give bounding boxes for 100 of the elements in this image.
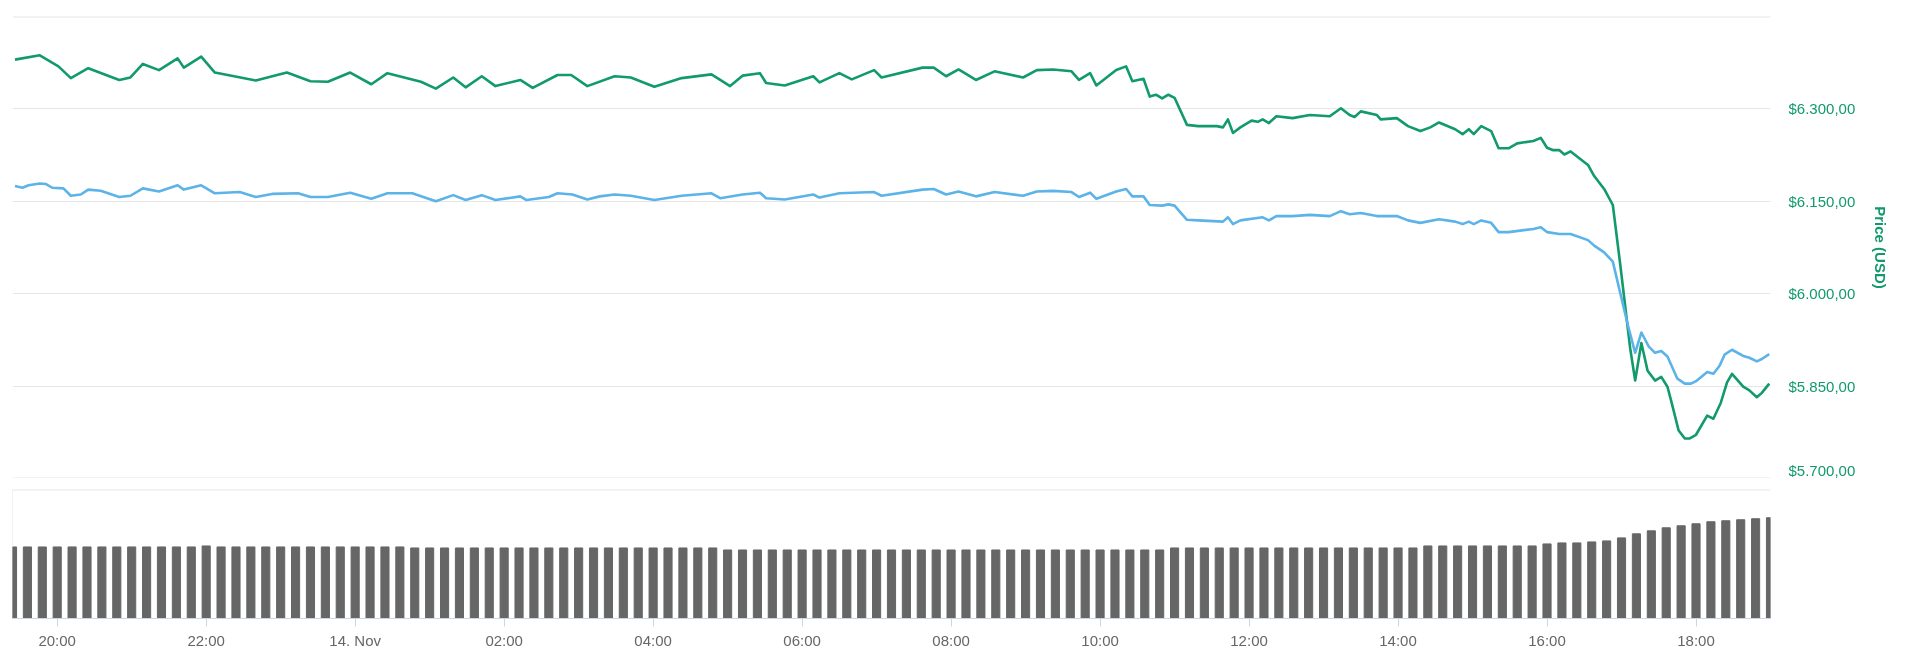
bar	[931, 549, 941, 619]
bar	[886, 549, 897, 619]
bar	[782, 549, 792, 619]
x-tick-label: 16:00	[1528, 631, 1566, 649]
bar	[37, 546, 47, 619]
y2-tick-label: $5.850,00	[1788, 377, 1856, 395]
bar	[1527, 545, 1537, 619]
x-tick-label: 08:00	[932, 631, 970, 649]
bar	[97, 546, 107, 619]
bar	[946, 549, 956, 619]
bar	[1140, 549, 1150, 619]
x-tick-label: 14. Nov	[329, 631, 382, 649]
bar	[1333, 547, 1344, 619]
bar	[976, 549, 986, 619]
bar	[1021, 549, 1031, 619]
bar	[1184, 547, 1195, 619]
bar	[1125, 549, 1135, 619]
bar	[588, 547, 599, 619]
bar	[708, 547, 718, 619]
y2-axis-title: Price (USD)	[1872, 206, 1890, 289]
bar	[991, 549, 1001, 619]
bar	[305, 546, 316, 619]
bar	[1035, 549, 1046, 619]
bar	[1751, 518, 1761, 619]
bar	[261, 546, 271, 619]
y2-tick-label: $6.300,00	[1788, 100, 1856, 118]
bar	[961, 549, 971, 619]
bar	[1080, 549, 1090, 619]
bar	[22, 546, 32, 619]
bar	[454, 547, 465, 619]
bar	[1512, 545, 1522, 619]
bar	[514, 547, 524, 619]
bar	[857, 549, 867, 619]
bar	[723, 549, 733, 619]
x-tick-label: 06:00	[783, 631, 821, 649]
x-tick-label: 14:00	[1379, 631, 1417, 649]
bar	[1497, 545, 1507, 619]
bar	[1721, 520, 1731, 619]
bar	[901, 549, 911, 619]
bar	[1050, 549, 1060, 619]
bar	[827, 549, 837, 619]
bar	[529, 547, 539, 619]
bar	[693, 547, 703, 619]
bar	[127, 546, 137, 619]
x-tick-label: 12:00	[1230, 631, 1268, 649]
y2-tick-label: $5.700,00	[1788, 461, 1856, 479]
bar	[1244, 547, 1254, 619]
bar	[603, 547, 613, 619]
bar	[1304, 547, 1314, 619]
bar	[1318, 547, 1329, 619]
bar	[1214, 547, 1224, 619]
bar	[1423, 545, 1433, 619]
bar	[156, 546, 167, 619]
bar	[52, 546, 62, 619]
bar	[618, 547, 628, 619]
bar	[872, 549, 882, 619]
bar	[678, 547, 688, 619]
bar	[1274, 547, 1284, 619]
bar	[395, 546, 405, 619]
bar	[1170, 547, 1180, 619]
bar	[1572, 542, 1582, 619]
bar	[231, 546, 241, 619]
bar	[1348, 547, 1358, 619]
bar	[1631, 533, 1641, 619]
bar	[1736, 519, 1746, 619]
bar	[380, 546, 390, 619]
bar	[276, 546, 286, 619]
bar	[1482, 545, 1492, 619]
bar	[1259, 547, 1269, 619]
bar	[186, 546, 196, 619]
bar	[1587, 541, 1597, 619]
bar	[842, 549, 852, 619]
bar	[1706, 521, 1716, 619]
bar	[499, 547, 509, 619]
bar	[1378, 547, 1388, 619]
bar	[142, 546, 152, 619]
x-tick-label: 20:00	[38, 631, 76, 649]
bar	[544, 547, 554, 619]
bar	[350, 546, 360, 619]
bar	[171, 546, 181, 619]
bar	[1676, 525, 1686, 619]
bar	[1557, 542, 1567, 619]
bar	[1542, 543, 1552, 619]
bar	[1095, 549, 1105, 619]
bar	[1393, 547, 1403, 619]
bar	[1661, 527, 1671, 619]
bar	[1691, 523, 1701, 619]
bar	[574, 547, 584, 619]
bar	[1110, 549, 1120, 619]
x-tick-label: 02:00	[485, 631, 523, 649]
bar	[648, 547, 658, 619]
bar	[1646, 530, 1656, 619]
bar	[737, 549, 748, 619]
bar	[559, 547, 569, 619]
bar	[767, 549, 777, 619]
bar	[82, 546, 92, 619]
x-tick-label: 22:00	[187, 631, 225, 649]
bar	[1289, 547, 1299, 619]
bar	[335, 546, 345, 619]
bar	[1453, 545, 1463, 619]
